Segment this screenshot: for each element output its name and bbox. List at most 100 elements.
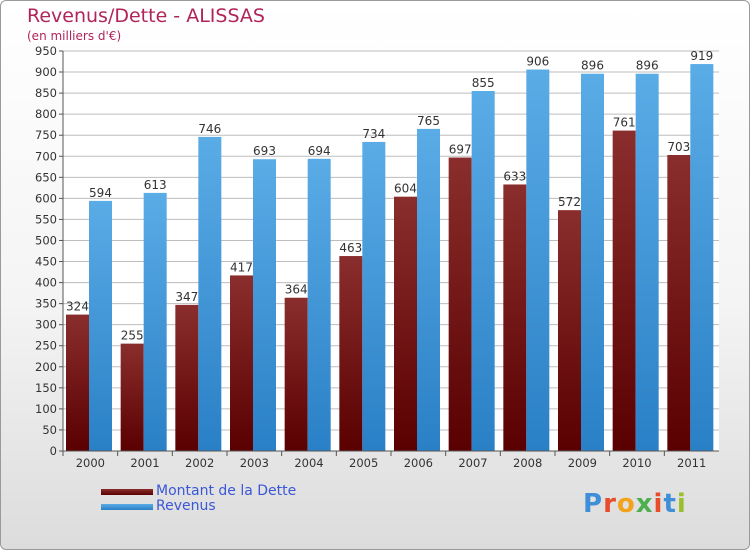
data-label: 693 bbox=[253, 144, 276, 158]
legend-label-revenue: Revenus bbox=[156, 498, 216, 514]
data-label: 703 bbox=[667, 140, 690, 154]
chart-title: Revenus/Dette - ALISSAS bbox=[27, 5, 265, 27]
bar-revenue bbox=[581, 73, 604, 451]
bar-revenue bbox=[526, 69, 550, 452]
x-tick-label: 2010 bbox=[622, 456, 651, 470]
data-label: 613 bbox=[144, 178, 167, 192]
bar-debt bbox=[230, 275, 253, 451]
proxiti-logo: Proxiti bbox=[583, 489, 687, 519]
x-tick-label: 2009 bbox=[568, 456, 597, 470]
y-tick-label: 300 bbox=[35, 318, 57, 332]
y-tick-label: 550 bbox=[35, 212, 57, 226]
y-tick-label: 250 bbox=[35, 339, 57, 353]
plot-area bbox=[63, 51, 719, 451]
data-label: 855 bbox=[472, 76, 495, 90]
bar-debt bbox=[175, 304, 199, 451]
y-tick-label: 350 bbox=[35, 297, 57, 311]
axes: 0 50 100 150 200 250 300 350 400 450 500 550 600 650 7… bbox=[35, 44, 719, 470]
logo-letter: o bbox=[616, 489, 636, 519]
data-label: 255 bbox=[121, 329, 144, 343]
bar-revenue bbox=[690, 64, 714, 452]
logo-letter: r bbox=[603, 489, 617, 519]
y-tick-label: 150 bbox=[35, 381, 57, 395]
data-label: 697 bbox=[449, 143, 472, 157]
logo-letter: x bbox=[635, 489, 654, 519]
y-tick-label: 50 bbox=[42, 423, 57, 437]
bar-debt bbox=[120, 343, 144, 451]
data-label: 324 bbox=[66, 300, 89, 314]
data-labels: 324 594 255 613 347 746 417 693 364 694 463 734 604 7… bbox=[66, 49, 713, 343]
x-tick-label: 2011 bbox=[677, 456, 706, 470]
logo-letter: i bbox=[676, 489, 687, 519]
bar-revenue bbox=[417, 128, 440, 451]
y-tick-label: 850 bbox=[35, 86, 57, 100]
logo-letter: P bbox=[583, 489, 604, 519]
data-label: 919 bbox=[690, 49, 713, 63]
bar-debt bbox=[503, 184, 527, 451]
y-tick-label: 100 bbox=[35, 402, 57, 416]
data-label: 906 bbox=[526, 55, 549, 69]
logo-letter: i bbox=[653, 489, 664, 519]
data-label: 746 bbox=[198, 122, 221, 136]
legend-swatch-debt bbox=[101, 489, 153, 495]
bar-debt bbox=[612, 130, 636, 451]
y-tick-label: 800 bbox=[35, 107, 57, 121]
bar-revenue bbox=[253, 159, 276, 452]
x-tick-label: 2002 bbox=[185, 456, 214, 470]
y-tick-label: 900 bbox=[35, 65, 57, 79]
x-tick-label: 2004 bbox=[294, 456, 323, 470]
y-tick-label: 650 bbox=[35, 170, 57, 184]
grid-lines bbox=[63, 50, 719, 452]
x-tick-label: 2007 bbox=[458, 456, 487, 470]
bar-revenue bbox=[362, 141, 386, 451]
bar-debt bbox=[667, 155, 691, 451]
y-tick-label: 500 bbox=[35, 233, 57, 247]
y-tick-label: 950 bbox=[35, 44, 57, 58]
y-tick-label: 600 bbox=[35, 191, 57, 205]
y-tick-label: 400 bbox=[35, 276, 57, 290]
bar-debt bbox=[339, 256, 363, 451]
y-tick-label: 200 bbox=[35, 360, 57, 374]
legend-label-debt: Montant de la Dette bbox=[156, 483, 297, 499]
chart-subtitle: (en milliers d'€) bbox=[27, 29, 122, 43]
data-label: 572 bbox=[558, 195, 581, 209]
legend-swatch-revenue bbox=[101, 504, 153, 510]
bar-revenue bbox=[307, 158, 331, 451]
x-tick-label: 2006 bbox=[404, 456, 433, 470]
x-tick-label: 2008 bbox=[513, 456, 542, 470]
bar-debt bbox=[284, 297, 308, 451]
bar-debt bbox=[66, 314, 89, 451]
data-label: 765 bbox=[417, 114, 440, 128]
bar-debt bbox=[448, 157, 472, 452]
logo-letter: t bbox=[663, 489, 677, 519]
bar-revenue bbox=[198, 136, 222, 452]
bar-revenue bbox=[471, 91, 495, 451]
data-label: 364 bbox=[285, 283, 308, 297]
x-tick-label: 2001 bbox=[130, 456, 159, 470]
x-tick-label: 2005 bbox=[349, 456, 378, 470]
x-tick-label: 2003 bbox=[240, 456, 269, 470]
data-label: 463 bbox=[339, 241, 362, 255]
bar-debt bbox=[558, 210, 581, 451]
data-label: 896 bbox=[581, 59, 604, 73]
data-label: 594 bbox=[89, 186, 112, 200]
data-label: 604 bbox=[394, 182, 417, 196]
bar-revenue bbox=[143, 192, 167, 452]
bar-revenue bbox=[89, 200, 112, 451]
y-tick-label: 750 bbox=[35, 128, 57, 142]
bar-debt bbox=[394, 196, 417, 451]
data-label: 761 bbox=[613, 116, 636, 130]
y-tick-label: 700 bbox=[35, 149, 57, 163]
y-tick-label: 450 bbox=[35, 255, 57, 269]
data-label: 734 bbox=[362, 127, 385, 141]
data-label: 417 bbox=[230, 260, 253, 274]
y-tick-label: 0 bbox=[50, 444, 57, 458]
x-tick-label: 2000 bbox=[76, 456, 105, 470]
data-label: 633 bbox=[503, 169, 526, 183]
bars bbox=[66, 64, 714, 452]
bar-revenue bbox=[635, 73, 659, 451]
data-label: 896 bbox=[636, 59, 659, 73]
data-label: 347 bbox=[175, 290, 198, 304]
data-label: 694 bbox=[308, 144, 331, 158]
